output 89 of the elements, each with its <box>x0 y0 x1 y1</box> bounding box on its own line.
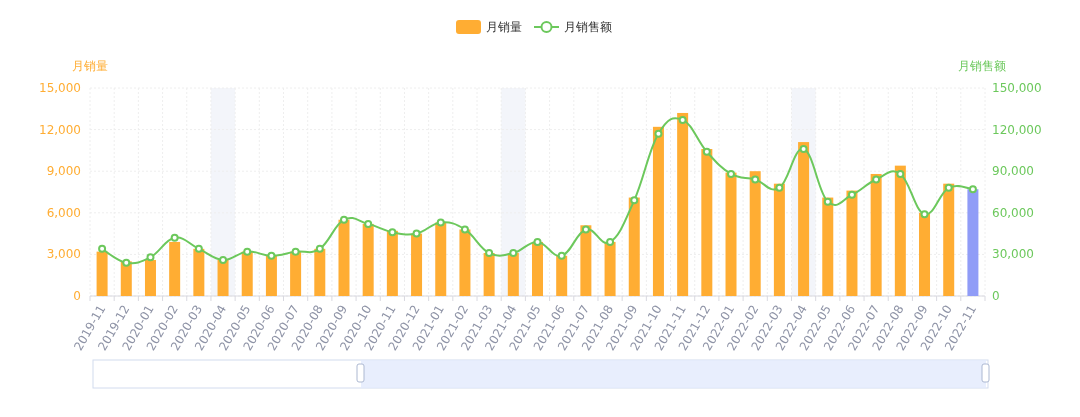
bar <box>169 241 181 296</box>
bar <box>532 241 543 296</box>
point <box>702 147 711 156</box>
point <box>727 169 736 178</box>
point <box>944 183 953 192</box>
bar <box>386 230 398 296</box>
point <box>630 196 639 205</box>
bar <box>725 172 737 296</box>
y-axis-title: 月销量 <box>72 59 108 73</box>
bar <box>217 259 229 296</box>
point <box>436 218 445 227</box>
bar <box>967 189 979 296</box>
bar <box>798 142 810 296</box>
y2-tick-label: 30,000 <box>992 247 1034 262</box>
y2-tick-label: 90,000 <box>992 164 1034 179</box>
bar <box>435 222 447 296</box>
bar <box>483 253 495 296</box>
y2-tick-label: 0 <box>992 289 1000 303</box>
bar <box>193 248 205 296</box>
point <box>267 251 276 260</box>
bar <box>677 112 689 296</box>
point <box>968 185 977 194</box>
bar <box>943 183 955 296</box>
point <box>146 253 155 262</box>
point <box>654 129 663 138</box>
point <box>606 237 615 246</box>
point <box>122 258 131 267</box>
y2-tick-label: 120,000 <box>992 122 1042 137</box>
y-tick-label: 3,000 <box>46 247 81 262</box>
bar <box>507 253 519 296</box>
point <box>799 145 808 154</box>
point <box>775 183 784 192</box>
bar <box>459 229 471 296</box>
point <box>364 219 373 228</box>
bar <box>822 197 834 296</box>
point <box>751 175 760 184</box>
bar <box>362 223 374 296</box>
point <box>485 249 494 258</box>
bar <box>919 212 931 296</box>
point <box>98 244 107 253</box>
bar <box>604 241 616 296</box>
point <box>460 225 469 234</box>
bar <box>96 251 108 296</box>
point <box>678 115 687 124</box>
bar <box>652 126 664 296</box>
point <box>847 190 856 199</box>
point <box>896 169 905 178</box>
point <box>315 244 324 253</box>
point <box>388 228 397 237</box>
point <box>243 247 252 256</box>
y-tick-label: 6,000 <box>46 205 81 220</box>
y-tick-label: 12,000 <box>39 122 81 137</box>
bar <box>265 255 277 296</box>
bar <box>338 219 350 296</box>
bar <box>846 190 858 296</box>
point <box>557 251 566 260</box>
legend-label: 月销售额 <box>564 20 612 34</box>
point <box>509 249 518 258</box>
bar <box>749 171 761 296</box>
bar <box>870 173 882 296</box>
point <box>823 197 832 206</box>
point <box>533 237 542 246</box>
point <box>872 175 881 184</box>
bar <box>580 225 592 296</box>
point <box>219 255 228 264</box>
y2-tick-label: 60,000 <box>992 205 1034 220</box>
point <box>339 215 348 224</box>
bar <box>556 255 568 296</box>
bar <box>701 149 713 296</box>
point <box>412 229 421 238</box>
bar <box>894 165 906 296</box>
y-tick-label: 0 <box>73 289 81 303</box>
point <box>291 247 300 256</box>
point <box>170 233 179 242</box>
legend-label: 月销量 <box>486 20 522 34</box>
y2-tick-label: 150,000 <box>992 81 1042 95</box>
bar <box>290 251 302 296</box>
y-tick-label: 15,000 <box>39 81 81 95</box>
bar <box>773 183 785 296</box>
point <box>920 210 929 219</box>
y-tick-label: 9,000 <box>46 164 81 179</box>
y2-axis-title: 月销售额 <box>958 59 1006 73</box>
bar <box>314 248 326 296</box>
bar <box>628 197 640 296</box>
bar <box>144 259 156 296</box>
bar <box>241 251 253 296</box>
point <box>581 225 590 234</box>
bar <box>411 233 423 296</box>
point <box>194 244 203 253</box>
